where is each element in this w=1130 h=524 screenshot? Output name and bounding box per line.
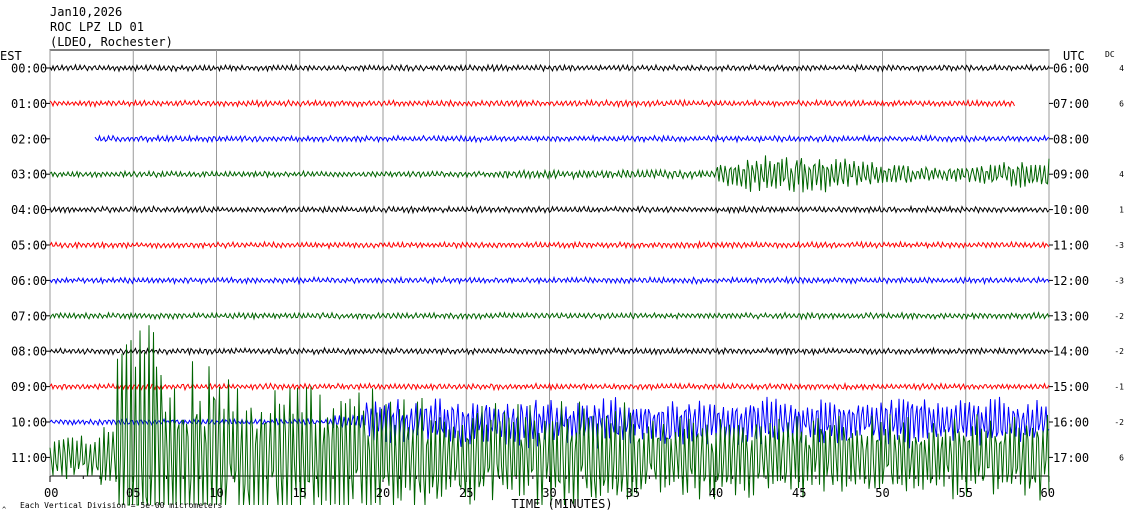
right-axis-title: UTC (1063, 49, 1085, 63)
est-time-label: 09:00 (11, 380, 47, 394)
utc-time-label: 17:00 (1053, 451, 1089, 465)
trace-0700 (49, 311, 1050, 321)
x-tick-label: 50 (875, 486, 889, 500)
footer-note: Each Vertical Division = 5e-00 micromete… (20, 501, 222, 510)
trace-layer (49, 63, 1050, 506)
est-time-label: 06:00 (11, 274, 47, 288)
x-tick-label: 15 (293, 486, 307, 500)
footer-mark: ^ (2, 506, 6, 514)
utc-time-label: 07:00 (1053, 97, 1089, 111)
dc-offset-label: 6 (1119, 453, 1124, 462)
x-tick-label: 10 (209, 486, 223, 500)
trace-1100 (49, 325, 1050, 506)
trace-0300 (49, 155, 1050, 193)
est-time-label: 08:00 (11, 345, 47, 359)
trace-0200 (94, 134, 1050, 144)
utc-time-label: 16:00 (1053, 416, 1089, 430)
dc-offset-label: 4 (1119, 64, 1124, 73)
est-time-label: 01:00 (11, 97, 47, 111)
x-tick-label: 55 (959, 486, 973, 500)
utc-time-label: 13:00 (1053, 309, 1089, 323)
utc-time-label: 09:00 (1053, 168, 1089, 182)
est-time-label: 00:00 (11, 62, 47, 76)
header-date: Jan10,2026 (50, 5, 122, 19)
x-tick-label: 25 (459, 486, 473, 500)
label-layer: 00 05 10 15 20 25 30 35 40 45 50 55 60 00:00 06:00 4 01:… (11, 62, 1124, 501)
grid-layer (46, 49, 1053, 482)
est-time-label: 11:00 (11, 451, 47, 465)
left-axis-title: EST (0, 49, 22, 63)
dc-title: DC (1105, 50, 1115, 59)
utc-time-label: 14:00 (1053, 345, 1089, 359)
utc-time-label: 08:00 (1053, 132, 1089, 146)
header-network: (LDEO, Rochester) (50, 35, 173, 49)
dc-offset-label: -2 (1114, 312, 1124, 321)
x-tick-label: 40 (709, 486, 723, 500)
utc-time-label: 12:00 (1053, 274, 1089, 288)
trace-0400 (49, 204, 1050, 215)
trace-0500 (49, 239, 1050, 250)
dc-offset-label: 4 (1119, 170, 1124, 179)
utc-time-label: 15:00 (1053, 380, 1089, 394)
x-axis-label: TIME (MINUTES) (511, 497, 612, 511)
x-tick-label: 30 (542, 486, 556, 500)
dc-offset-label: -2 (1114, 418, 1124, 427)
trace-0800 (49, 346, 1050, 357)
utc-time-label: 11:00 (1053, 239, 1089, 253)
utc-time-label: 06:00 (1053, 62, 1089, 76)
x-tick-label: 05 (126, 486, 140, 500)
header-station: ROC LPZ LD 01 (50, 20, 144, 34)
est-time-label: 07:00 (11, 309, 47, 323)
dc-offset-label: -2 (1114, 347, 1124, 356)
trace-0000 (49, 63, 1050, 73)
x-tick-label: 35 (626, 486, 640, 500)
x-tick-label: 00 (44, 486, 58, 500)
dc-offset-label: -3 (1114, 276, 1124, 285)
x-tick-label: 45 (792, 486, 806, 500)
dc-offset-label: 6 (1119, 99, 1124, 108)
x-tick-label: 20 (376, 486, 390, 500)
est-time-label: 10:00 (11, 416, 47, 430)
utc-time-label: 10:00 (1053, 203, 1089, 217)
est-time-label: 04:00 (11, 203, 47, 217)
dc-offset-label: -3 (1114, 241, 1124, 250)
trace-0100 (49, 98, 1015, 109)
est-time-label: 05:00 (11, 239, 47, 253)
x-tick-label: 60 (1041, 486, 1055, 500)
trace-0600 (49, 275, 1050, 286)
est-time-label: 02:00 (11, 132, 47, 146)
dc-offset-label: 1 (1119, 206, 1124, 215)
trace-0900 (49, 381, 1050, 392)
est-time-label: 03:00 (11, 168, 47, 182)
dc-offset-label: -1 (1114, 383, 1124, 392)
